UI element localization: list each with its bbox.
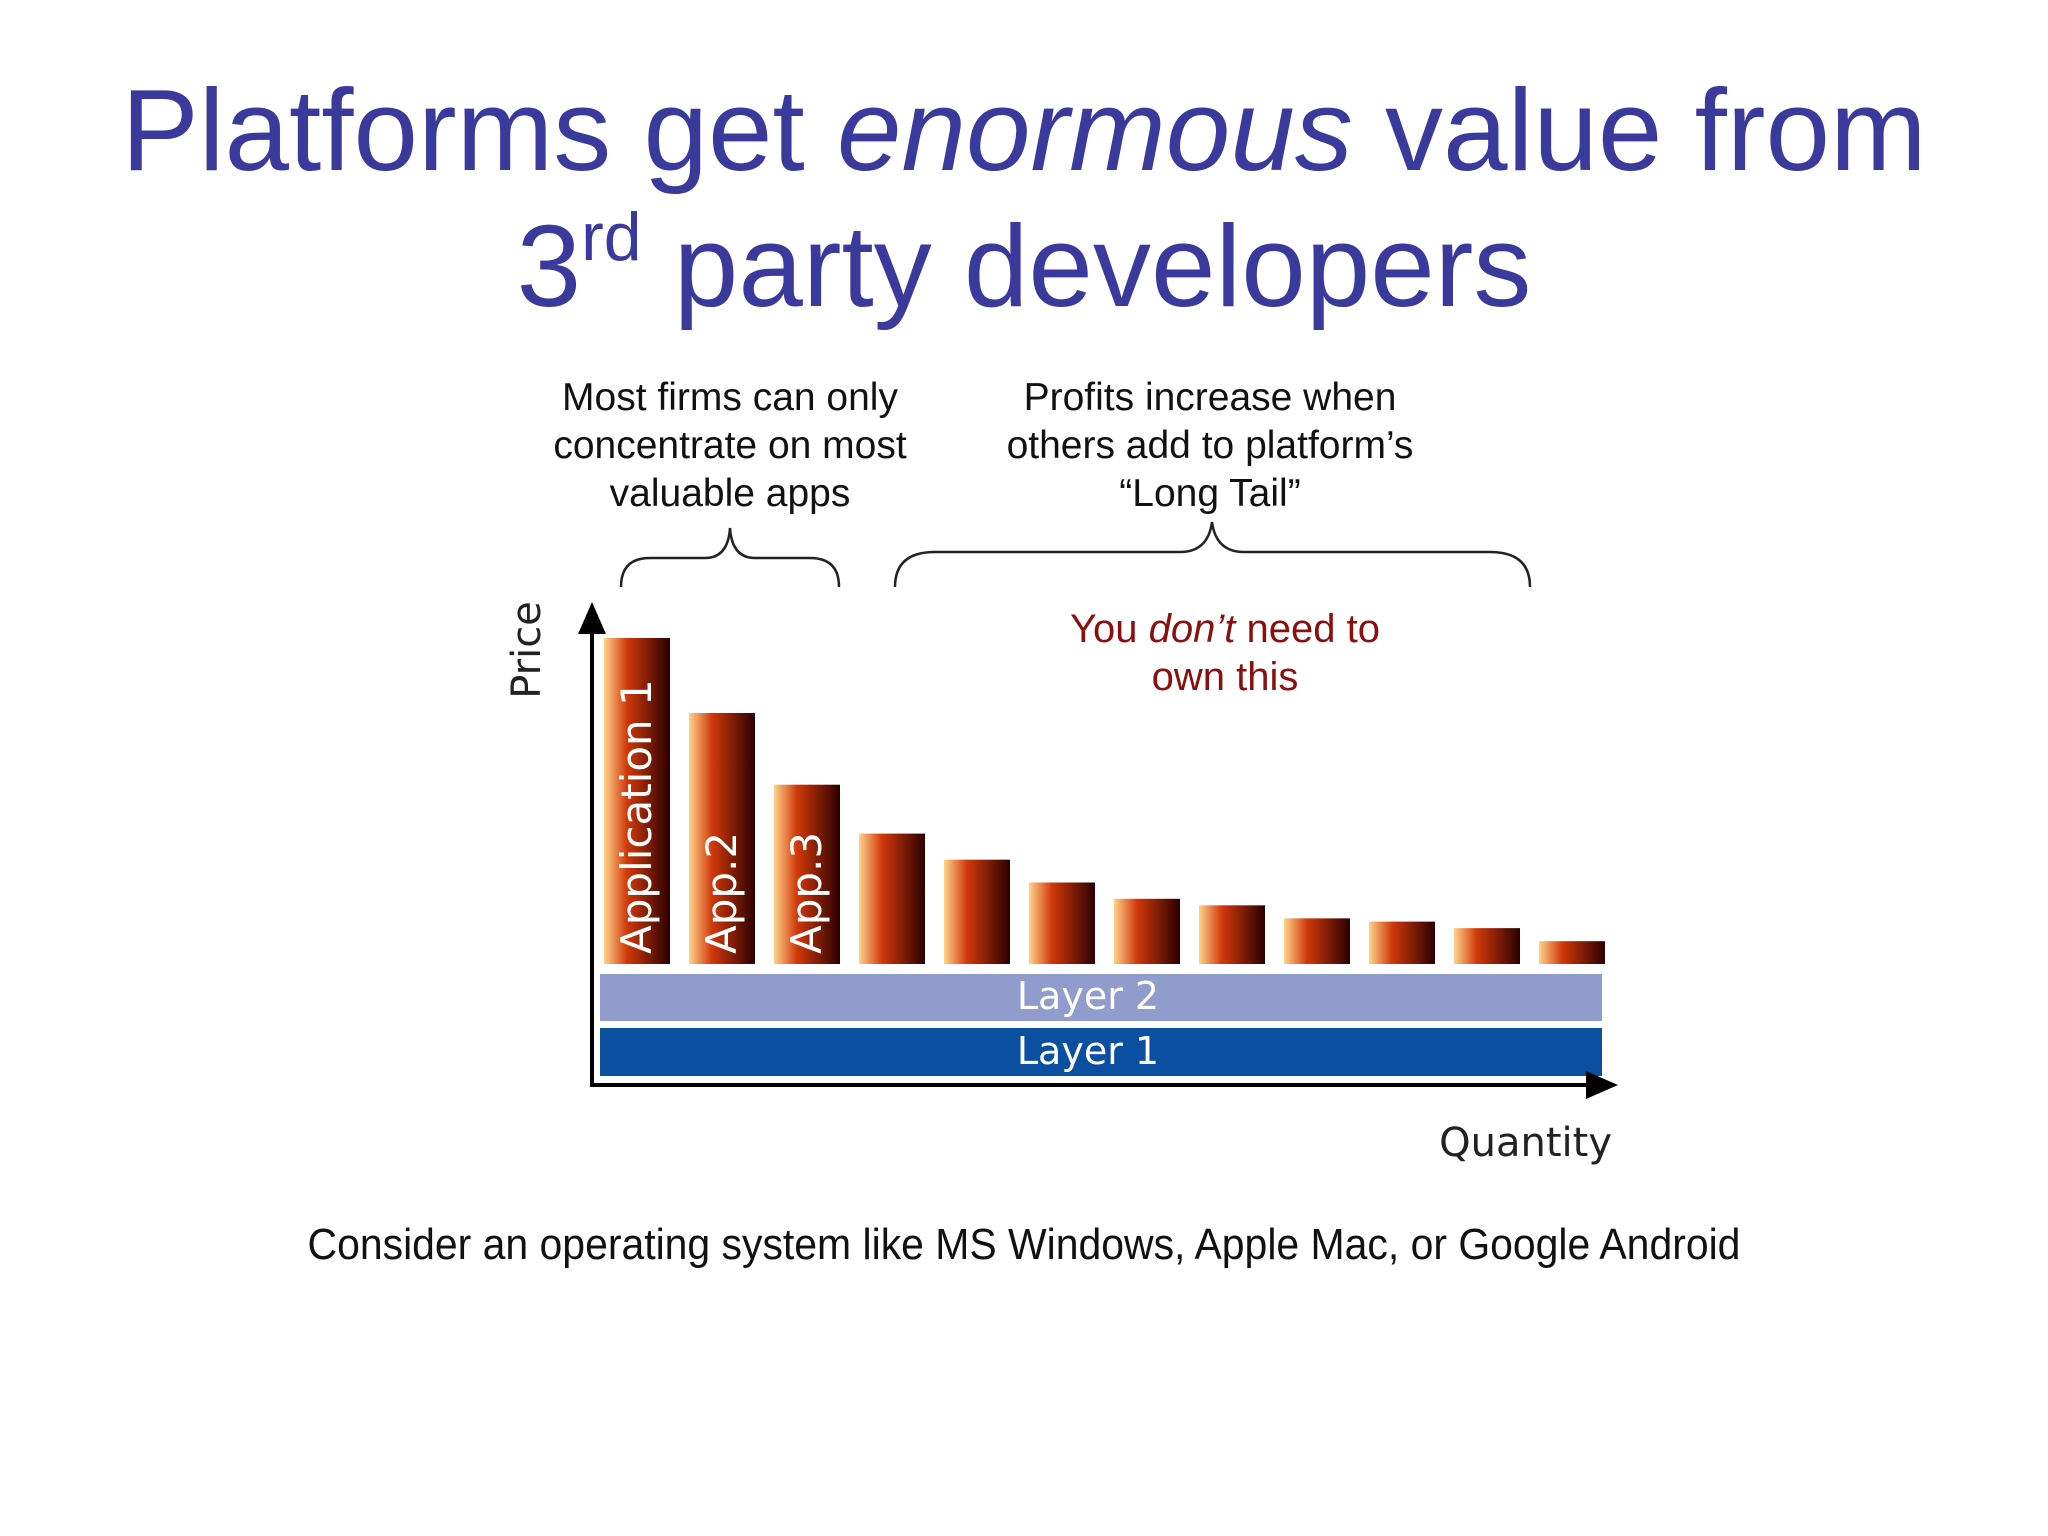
y-axis-label: Price [504, 601, 550, 699]
red-note-text-2: need to [1235, 607, 1380, 651]
bar-6 [1029, 882, 1095, 964]
bar-5 [944, 859, 1010, 964]
caption: Consider an operating system like MS Win… [307, 1220, 1741, 1269]
note-left-line-1: Most firms can only [562, 376, 898, 419]
bars-group: Application 1 App.2 App.3 [604, 638, 1605, 964]
red-note: You don’t need to own this [1030, 605, 1420, 701]
title-text-3: party developers [641, 201, 1532, 331]
title-text-2: value from [1352, 65, 1927, 195]
red-note-line-2: own this [1151, 655, 1299, 699]
title-ordinal-number: 3 [516, 201, 582, 331]
layer-1-label: Layer 1 [1017, 1029, 1159, 1073]
left-brace [619, 527, 841, 588]
slide-title: Platforms get enormous value from 3rd pa… [0, 62, 2048, 351]
title-ordinal-suffix: rd [581, 199, 642, 275]
y-axis-arrow [578, 602, 606, 634]
layer-1-band [600, 1028, 1602, 1076]
bar-9 [1284, 918, 1350, 964]
note-left-line-3: valuable apps [609, 472, 851, 515]
note-right-line-3: “Long Tail” [1119, 472, 1301, 515]
title-emphasis: enormous [837, 65, 1353, 195]
bar-12 [1539, 941, 1605, 964]
title-text-1: Platforms get [121, 65, 837, 195]
bar-8 [1199, 905, 1265, 964]
bar-label-2: App.2 [697, 832, 746, 954]
bar-4 [859, 833, 925, 964]
bar-label-3: App.3 [782, 832, 831, 954]
bar-label-1: Application 1 [612, 679, 661, 954]
red-note-line-1: You don’t need to [1030, 605, 1420, 653]
note-right-line-2: others add to platform’s [1006, 424, 1414, 467]
right-brace [893, 521, 1532, 588]
bar-1 [604, 638, 670, 964]
title-line-1: Platforms get enormous value from [0, 62, 2048, 198]
bar-3 [774, 784, 840, 964]
layer-2-band [600, 974, 1602, 1021]
note-left-line-2: concentrate on most [553, 424, 907, 467]
note-right-line-1: Profits increase when [1023, 376, 1397, 419]
red-note-emphasis: don’t [1148, 607, 1236, 651]
title-line-2: 3rd party developers [0, 198, 2048, 351]
x-axis-label: Quantity [1439, 1120, 1612, 1166]
note-right: Profits increase when others add to plat… [980, 374, 1440, 518]
bar-11 [1454, 928, 1520, 964]
red-note-text-1: You [1070, 607, 1149, 651]
bar-2 [689, 712, 755, 964]
x-axis-arrow [1586, 1071, 1618, 1099]
bar-10 [1369, 921, 1435, 964]
layer-2-label: Layer 2 [1017, 974, 1159, 1018]
note-left: Most firms can only concentrate on most … [530, 374, 930, 518]
bar-7 [1114, 898, 1180, 964]
